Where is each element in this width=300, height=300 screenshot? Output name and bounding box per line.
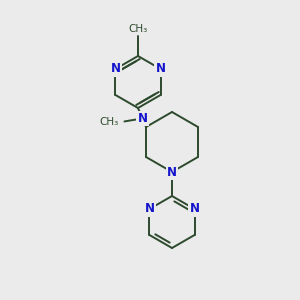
Text: N: N xyxy=(155,62,166,76)
Text: N: N xyxy=(167,166,177,178)
Text: N: N xyxy=(145,202,154,215)
Text: N: N xyxy=(137,112,147,125)
Text: N: N xyxy=(110,62,121,76)
Text: N: N xyxy=(190,202,200,215)
Text: CH₃: CH₃ xyxy=(128,24,148,34)
Text: CH₃: CH₃ xyxy=(99,117,119,128)
